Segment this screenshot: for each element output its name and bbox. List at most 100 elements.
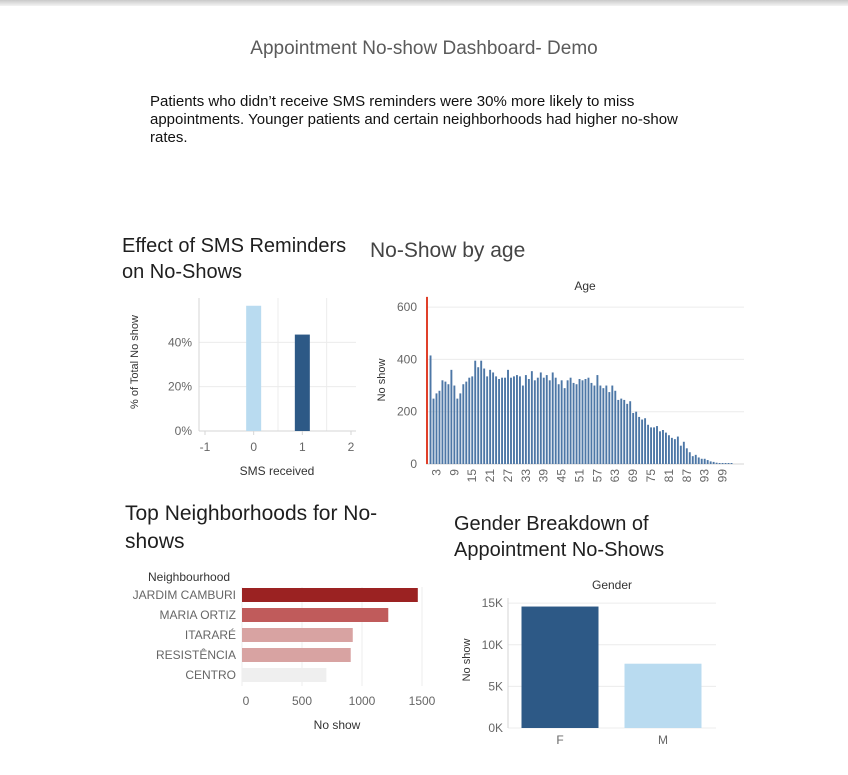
nb-bar [242, 608, 389, 622]
age-bar [685, 448, 688, 464]
age-bar [501, 377, 503, 464]
age-bar [429, 355, 432, 464]
age-bar [444, 381, 447, 464]
age-bar [453, 385, 456, 464]
age-bar [548, 380, 551, 464]
sms-y-tick: 0% [175, 424, 193, 438]
age-bar [727, 463, 730, 464]
age-bar [477, 367, 480, 464]
age-bar [596, 375, 599, 464]
age-x-tick: 45 [555, 469, 569, 483]
age-bar [647, 424, 650, 464]
age-x-tick: 87 [680, 469, 694, 483]
age-bar [703, 458, 706, 464]
gender-x-tick: M [658, 733, 668, 747]
age-bar [441, 380, 444, 464]
nb-bar [242, 628, 353, 642]
nb-bar [242, 648, 351, 662]
age-bar [682, 441, 685, 464]
gender-bar [521, 606, 599, 728]
age-x-tick: 81 [662, 469, 676, 483]
age-bar [709, 461, 712, 464]
age-bar [650, 427, 652, 464]
gender-y-tick: 5K [488, 679, 503, 693]
gender-header: Gender [592, 578, 632, 592]
nb-category-label: ITARARÉ [185, 627, 236, 642]
age-bar [486, 376, 489, 464]
age-bar [659, 431, 661, 464]
age-bar [679, 445, 682, 464]
age-bar [676, 436, 679, 464]
sms-bar [294, 334, 310, 431]
nb-bar [242, 588, 418, 602]
age-bar [527, 379, 530, 464]
age-bar [462, 384, 465, 464]
age-bar [593, 385, 596, 464]
age-y-axis-label: No show [376, 359, 388, 402]
age-bar [718, 463, 721, 464]
age-bar [551, 372, 554, 464]
age-bar [665, 432, 667, 464]
age-bar [563, 388, 566, 464]
age-x-tick: 75 [644, 469, 658, 483]
age-bar [638, 416, 641, 464]
age-bar [566, 380, 569, 464]
age-bar [560, 380, 563, 464]
age-bar [605, 385, 608, 464]
age-bar [507, 369, 509, 464]
age-bar [438, 390, 441, 464]
age-y-tick: 0 [410, 457, 417, 471]
age-x-tick: 57 [590, 469, 604, 483]
age-bar [662, 430, 664, 464]
age-bar [554, 377, 557, 464]
age-bar [432, 398, 435, 464]
age-y-tick: 600 [397, 300, 417, 314]
age-bar [524, 375, 527, 464]
gender-y-tick: 0K [488, 721, 503, 735]
age-bar [447, 384, 450, 464]
age-bar [587, 377, 590, 464]
age-x-tick: 51 [572, 469, 586, 483]
age-bar [611, 385, 614, 464]
age-bar [545, 375, 548, 464]
age-bar [724, 463, 727, 464]
sms-y-axis-label: % of Total No show [129, 315, 141, 409]
age-x-tick: 3 [429, 469, 443, 476]
neighborhood-chart-title: Top Neighborhoods for No-shows [125, 502, 378, 553]
age-bar [691, 456, 694, 464]
age-bar [557, 384, 560, 464]
age-bar [474, 360, 477, 464]
sms-x-tick: 2 [348, 440, 355, 454]
age-y-tick: 200 [397, 405, 417, 419]
age-bar [536, 377, 539, 464]
age-bar [715, 462, 718, 464]
age-bar [492, 372, 495, 464]
nb-bar [242, 668, 327, 682]
sms-x-tick: -1 [200, 440, 211, 454]
age-bar [629, 401, 632, 464]
age-bar [435, 393, 438, 464]
age-bar [518, 376, 521, 464]
age-bar [510, 377, 512, 464]
age-bar [584, 379, 587, 464]
age-bar [608, 392, 611, 464]
age-bar [667, 435, 670, 464]
age-bar [626, 403, 629, 464]
age-bar [590, 382, 593, 464]
age-bar [498, 379, 501, 464]
age-bar [578, 379, 581, 464]
sms-y-tick: 20% [168, 380, 192, 394]
age-bar [694, 454, 697, 464]
age-bar [530, 371, 533, 464]
age-bar [569, 377, 572, 464]
nb-x-tick: 0 [243, 694, 250, 708]
age-highlight-bar [426, 296, 428, 464]
age-bar [721, 463, 724, 464]
age-bar [688, 452, 691, 464]
age-bar [489, 369, 492, 464]
age-x-tick: 33 [519, 469, 533, 483]
age-bar [641, 419, 644, 464]
sms-chart-title: Effect of SMS Reminders on No-Shows [122, 235, 347, 283]
nb-category-label: JARDIM CAMBURI [133, 588, 236, 602]
age-x-tick: 15 [465, 469, 479, 483]
